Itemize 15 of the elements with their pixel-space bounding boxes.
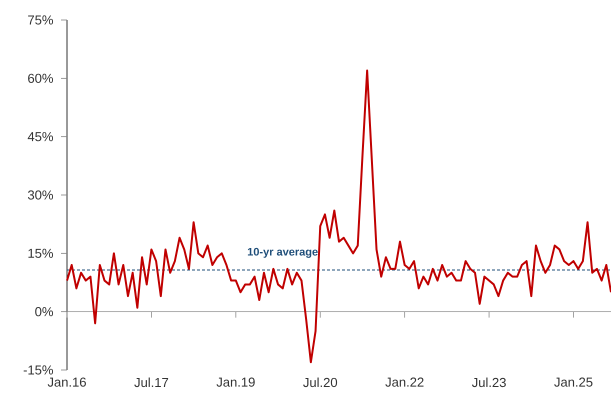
x-tick-label: Jan.16 [48, 378, 86, 387]
y-tick-label: 15% [28, 248, 54, 258]
x-tick-label: Jan.22 [385, 378, 424, 387]
y-tick-label: 0% [35, 307, 54, 316]
y-tick-label: 75% [28, 15, 54, 25]
x-tick-label: Jul.23 [472, 378, 506, 388]
x-tick-label: Jan.19 [216, 378, 255, 387]
x-tick-label: Jan.25 [554, 378, 592, 387]
y-tick-label: 60% [28, 74, 54, 83]
x-tick-label: Jul.17 [134, 378, 168, 388]
x-tick-label: Jul.20 [303, 378, 338, 388]
ref-line-label: 10-yr average [248, 248, 318, 258]
y-tick-label: 45% [28, 132, 54, 142]
y-tick-label: -15% [24, 365, 54, 375]
y-tick-label: 30% [28, 190, 54, 200]
